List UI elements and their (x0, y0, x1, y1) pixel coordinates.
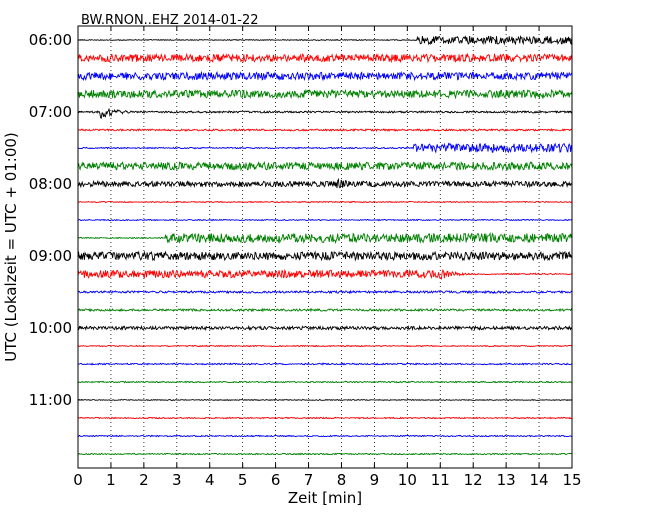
trace-0915 (77, 268, 573, 281)
x-tick-label: 3 (172, 471, 182, 489)
trace-0945 (77, 307, 573, 313)
x-tick-label: 13 (497, 471, 516, 489)
x-tick-label: 1 (106, 471, 116, 489)
vertical-gridlines (110, 26, 540, 468)
y-tick-label: 06:00 (29, 31, 72, 49)
trace-1030 (77, 362, 573, 366)
trace-1015 (77, 344, 573, 348)
trace-1000 (77, 324, 573, 332)
x-tick-label: 11 (431, 471, 450, 489)
trace-0900 (77, 250, 573, 262)
trace-0830 (78, 218, 572, 222)
trace-0600 (77, 35, 573, 46)
y-tick-label: 11:00 (29, 391, 72, 409)
trace-0715 (77, 127, 573, 133)
trace-0845 (77, 231, 573, 245)
x-tick-label: 15 (562, 471, 581, 489)
trace-1130 (77, 434, 573, 438)
x-tick-label: 6 (271, 471, 281, 489)
trace-group (77, 35, 573, 456)
trace-0700 (77, 108, 573, 119)
x-axis-label: Zeit [min] (288, 489, 362, 507)
y-tick-label: 09:00 (29, 247, 72, 265)
trace-0930 (77, 289, 573, 295)
y-tick-label: 08:00 (29, 175, 72, 193)
y-tick-label: 07:00 (29, 103, 72, 121)
x-tick-label: 4 (205, 471, 215, 489)
x-tick-label: 10 (398, 471, 417, 489)
trace-1045 (77, 380, 573, 384)
x-tick-label: 14 (530, 471, 549, 489)
x-axis-ticks: 0 1 2 3 4 5 6 7 8 9 10 11 12 13 14 15 (73, 26, 582, 489)
y-axis-label: UTC (Lokalzeit = UTC + 01:00) (2, 132, 20, 362)
trace-0645 (77, 88, 573, 100)
trace-1100 (77, 398, 573, 402)
x-tick-label: 2 (139, 471, 149, 489)
x-tick-label: 9 (370, 471, 380, 489)
trace-1115 (77, 416, 573, 420)
y-tick-label: 10:00 (29, 319, 72, 337)
x-tick-label: 7 (304, 471, 314, 489)
trace-0800 (77, 177, 573, 189)
trace-0815 (77, 200, 573, 204)
trace-0730 (77, 142, 573, 154)
y-axis-ticks: 06:00 07:00 08:00 09:00 10:00 11:00 (29, 31, 572, 409)
plot-frame (77, 25, 573, 469)
x-tick-label: 0 (73, 471, 83, 489)
x-tick-label: 12 (464, 471, 483, 489)
trace-1145 (77, 452, 573, 456)
trace-0630 (77, 70, 573, 82)
x-tick-label: 8 (337, 471, 347, 489)
x-tick-label: 5 (238, 471, 248, 489)
trace-0615 (77, 52, 573, 64)
chart-title: BW.RNON..EHZ 2014-01-22 (81, 13, 259, 28)
trace-0745 (77, 160, 573, 172)
